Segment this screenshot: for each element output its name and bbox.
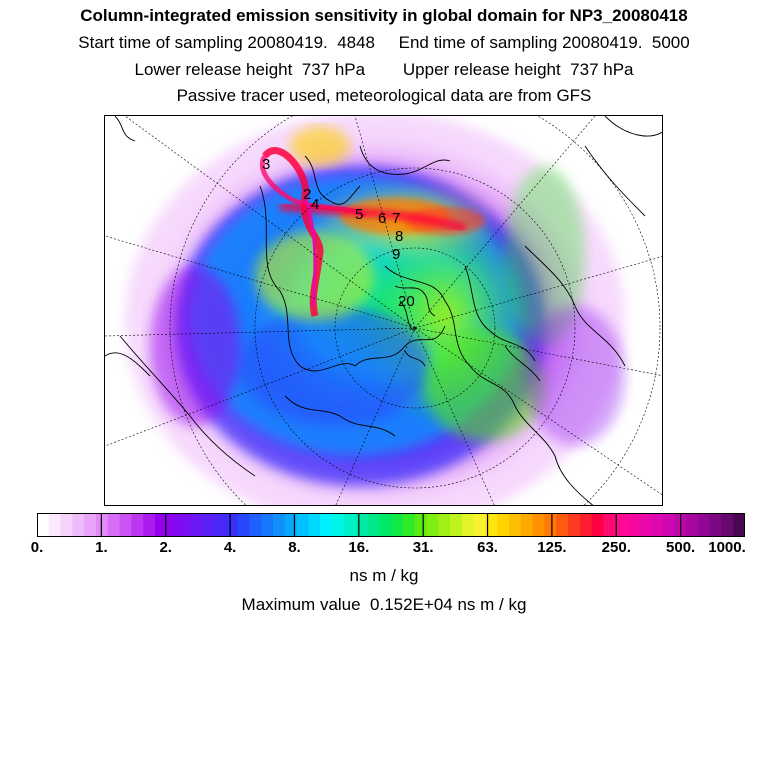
color-scale-cell [72, 513, 85, 537]
release-height-line: Lower release height 737 hPa Upper relea… [134, 60, 634, 79]
color-scale-cell [709, 513, 722, 537]
color-scale-cell [650, 513, 663, 537]
color-scale-tick-label: 125. [537, 539, 567, 556]
sensitivity-field [125, 116, 625, 505]
color-scale-cell [721, 513, 734, 537]
track-label: 7 [392, 210, 400, 227]
color-scale-cell [343, 513, 357, 537]
color-scale-cell [214, 513, 227, 537]
track-label: 9 [392, 246, 400, 263]
color-scale-cell [202, 513, 215, 537]
color-scale-cell [119, 513, 132, 537]
graticule [105, 116, 662, 505]
color-scale-cell [544, 513, 557, 537]
color-scale-cell [225, 513, 239, 537]
color-scale-cell [190, 513, 203, 537]
sensitivity-map: 3 2 4 5 6 7 8 9 20 [104, 115, 663, 506]
color-scale-cell [509, 513, 522, 537]
color-scale-cell [37, 513, 50, 537]
color-scale-cell [143, 513, 156, 537]
color-scale-cell [638, 513, 652, 537]
color-scale-cell [166, 513, 180, 537]
color-scale-tick-label: 1000. [708, 539, 746, 556]
color-scale-cell [249, 513, 262, 537]
color-scale-cell [414, 513, 427, 537]
color-scale-cell [438, 513, 451, 537]
color-scale-cell [615, 513, 628, 537]
track-label: 8 [395, 228, 403, 245]
color-scale-tick-label: 0. [30, 539, 44, 556]
color-scale-cell [332, 513, 345, 537]
color-scale-cell [520, 513, 534, 537]
color-scale-cell [591, 513, 604, 537]
color-scale-cell [284, 513, 298, 537]
color-scale-tick-label: 63. [477, 539, 498, 556]
color-scale-tick-label: 8. [288, 539, 301, 556]
color-scale-cell [178, 513, 191, 537]
color-scale-cell [261, 513, 274, 537]
color-scale-cell [155, 513, 168, 537]
color-scale-cell [48, 513, 62, 537]
color-scale-cell [107, 513, 121, 537]
color-scale-cell [461, 513, 475, 537]
color-scale-tick-label: 500. [666, 539, 696, 556]
color-scale-bar [37, 513, 745, 537]
color-scale-cell [84, 513, 97, 537]
color-scale-cell [273, 513, 286, 537]
tracer-info-line: Passive tracer used, meteorological data… [176, 86, 592, 105]
color-scale-tick-label: 4. [223, 539, 237, 556]
maximum-value-line: Maximum value 0.152E+04 ns m / kg [241, 595, 527, 614]
color-scale-tick-label: 16. [348, 539, 370, 556]
color-scale-tick-label: 31. [412, 539, 434, 556]
color-scale-cell [497, 513, 510, 537]
map-canvas: 3 2 4 5 6 7 8 9 20 [105, 116, 662, 505]
chart-title: Column-integrated emission sensitivity i… [80, 6, 688, 25]
color-scale-cell [686, 513, 699, 537]
coastlines [105, 116, 662, 505]
color-scale-cell [308, 513, 321, 537]
color-scale-cell [391, 513, 404, 537]
color-scale-cell [627, 513, 640, 537]
color-scale-cell [367, 513, 380, 537]
color-scale-cell [320, 513, 333, 537]
color-scale-cell [402, 513, 416, 537]
sampling-time-line: Start time of sampling 20080419. 4848 En… [78, 33, 690, 52]
color-scale-cell [568, 513, 581, 537]
color-scale-tick-label: 250. [601, 539, 631, 556]
color-scale-unit: ns m / kg [349, 566, 419, 585]
track-label: 4 [311, 196, 319, 213]
track-label: 20 [398, 293, 415, 310]
color-scale-cell [733, 513, 745, 537]
color-scale-cell [355, 513, 368, 537]
color-scale-cell [131, 513, 144, 537]
color-scale-cell [379, 513, 392, 537]
track-label: 5 [355, 206, 363, 223]
track-label: 3 [262, 156, 270, 173]
release-track [259, 147, 467, 317]
color-scale-cell [473, 513, 486, 537]
color-scale-cell [426, 513, 439, 537]
color-scale-cell [662, 513, 675, 537]
color-scale-tick-label: 2. [159, 539, 172, 556]
color-scale-cell [296, 513, 309, 537]
color-scale-cell [579, 513, 593, 537]
color-scale-cell [96, 513, 109, 537]
color-scale-cell [697, 513, 711, 537]
color-scale-tick-label: 1. [95, 539, 108, 556]
track-label: 6 [378, 210, 386, 227]
color-scale-cell [237, 513, 250, 537]
color-scale-cell [485, 513, 498, 537]
color-scale-cell [556, 513, 569, 537]
color-scale-cell [60, 513, 73, 537]
color-scale-cell [603, 513, 616, 537]
color-scale-cell [532, 513, 545, 537]
color-scale-cell [450, 513, 463, 537]
track-labels: 3 2 4 5 6 7 8 9 20 [262, 156, 415, 310]
track-label: 2 [303, 186, 311, 203]
